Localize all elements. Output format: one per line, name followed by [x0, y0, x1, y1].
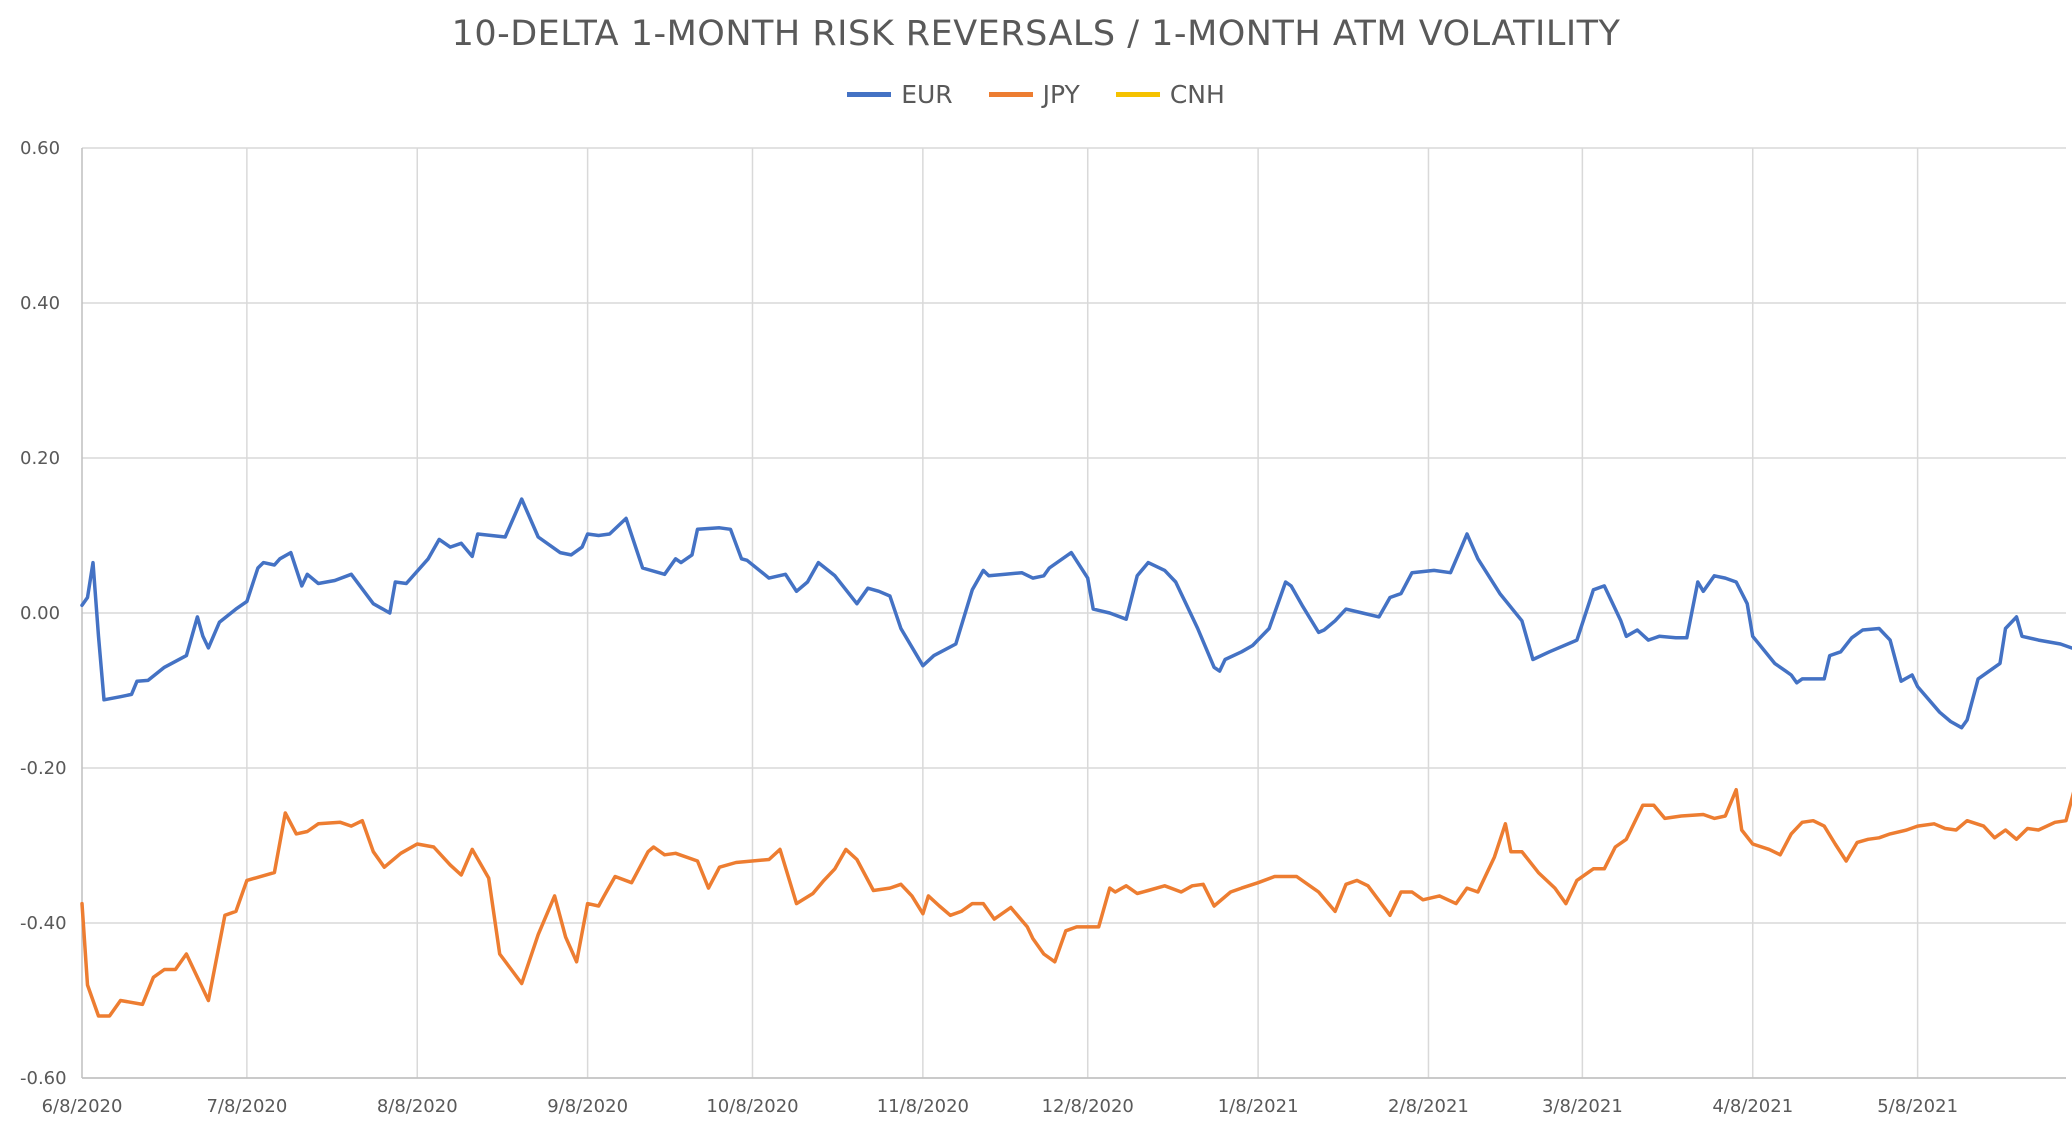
- x-tick-label: 8/8/2020: [377, 1096, 458, 1117]
- x-tick-label: 3/8/2021: [1542, 1096, 1623, 1117]
- series-line-eur: [80, 497, 2072, 730]
- legend-label-cnh: CNH: [1169, 80, 1225, 109]
- legend-swatch-cnh: [1115, 92, 1160, 97]
- y-tick-label: 0.00: [20, 603, 60, 624]
- x-tick-label: 5/8/2021: [1877, 1096, 1958, 1117]
- legend-label-jpy: JPY: [1042, 80, 1080, 109]
- y-tick-label: 0.40: [20, 293, 60, 314]
- y-tick-label: -0.60: [20, 1068, 67, 1089]
- legend: EUR JPY CNH: [0, 80, 2072, 109]
- y-tick-label: -0.20: [20, 758, 67, 779]
- legend-item-eur[interactable]: EUR: [847, 80, 953, 109]
- x-tick-label: 2/8/2021: [1388, 1096, 1469, 1117]
- y-tick-label: 0.60: [20, 138, 60, 159]
- x-tick-label: 10/8/2020: [706, 1096, 798, 1117]
- legend-swatch-eur: [847, 92, 892, 97]
- legend-swatch-jpy: [988, 92, 1033, 97]
- x-tick-label: 9/8/2020: [547, 1096, 628, 1117]
- x-tick-label: 6/8/2020: [42, 1096, 123, 1117]
- legend-item-jpy[interactable]: JPY: [988, 80, 1080, 109]
- x-tick-label: 4/8/2021: [1712, 1096, 1793, 1117]
- x-tick-label: 11/8/2020: [877, 1096, 969, 1117]
- legend-item-cnh[interactable]: CNH: [1115, 80, 1225, 109]
- x-tick-label: 12/8/2020: [1042, 1096, 1134, 1117]
- x-tick-label: 7/8/2020: [206, 1096, 287, 1117]
- chart-title: 10-DELTA 1-MONTH RISK REVERSALS / 1-MONT…: [451, 14, 1621, 54]
- y-tick-label: 0.20: [20, 448, 60, 469]
- series-line-jpy: [80, 787, 2072, 1018]
- x-tick-label: 1/8/2021: [1218, 1096, 1299, 1117]
- y-tick-label: -0.40: [20, 913, 67, 934]
- legend-label-eur: EUR: [901, 80, 953, 109]
